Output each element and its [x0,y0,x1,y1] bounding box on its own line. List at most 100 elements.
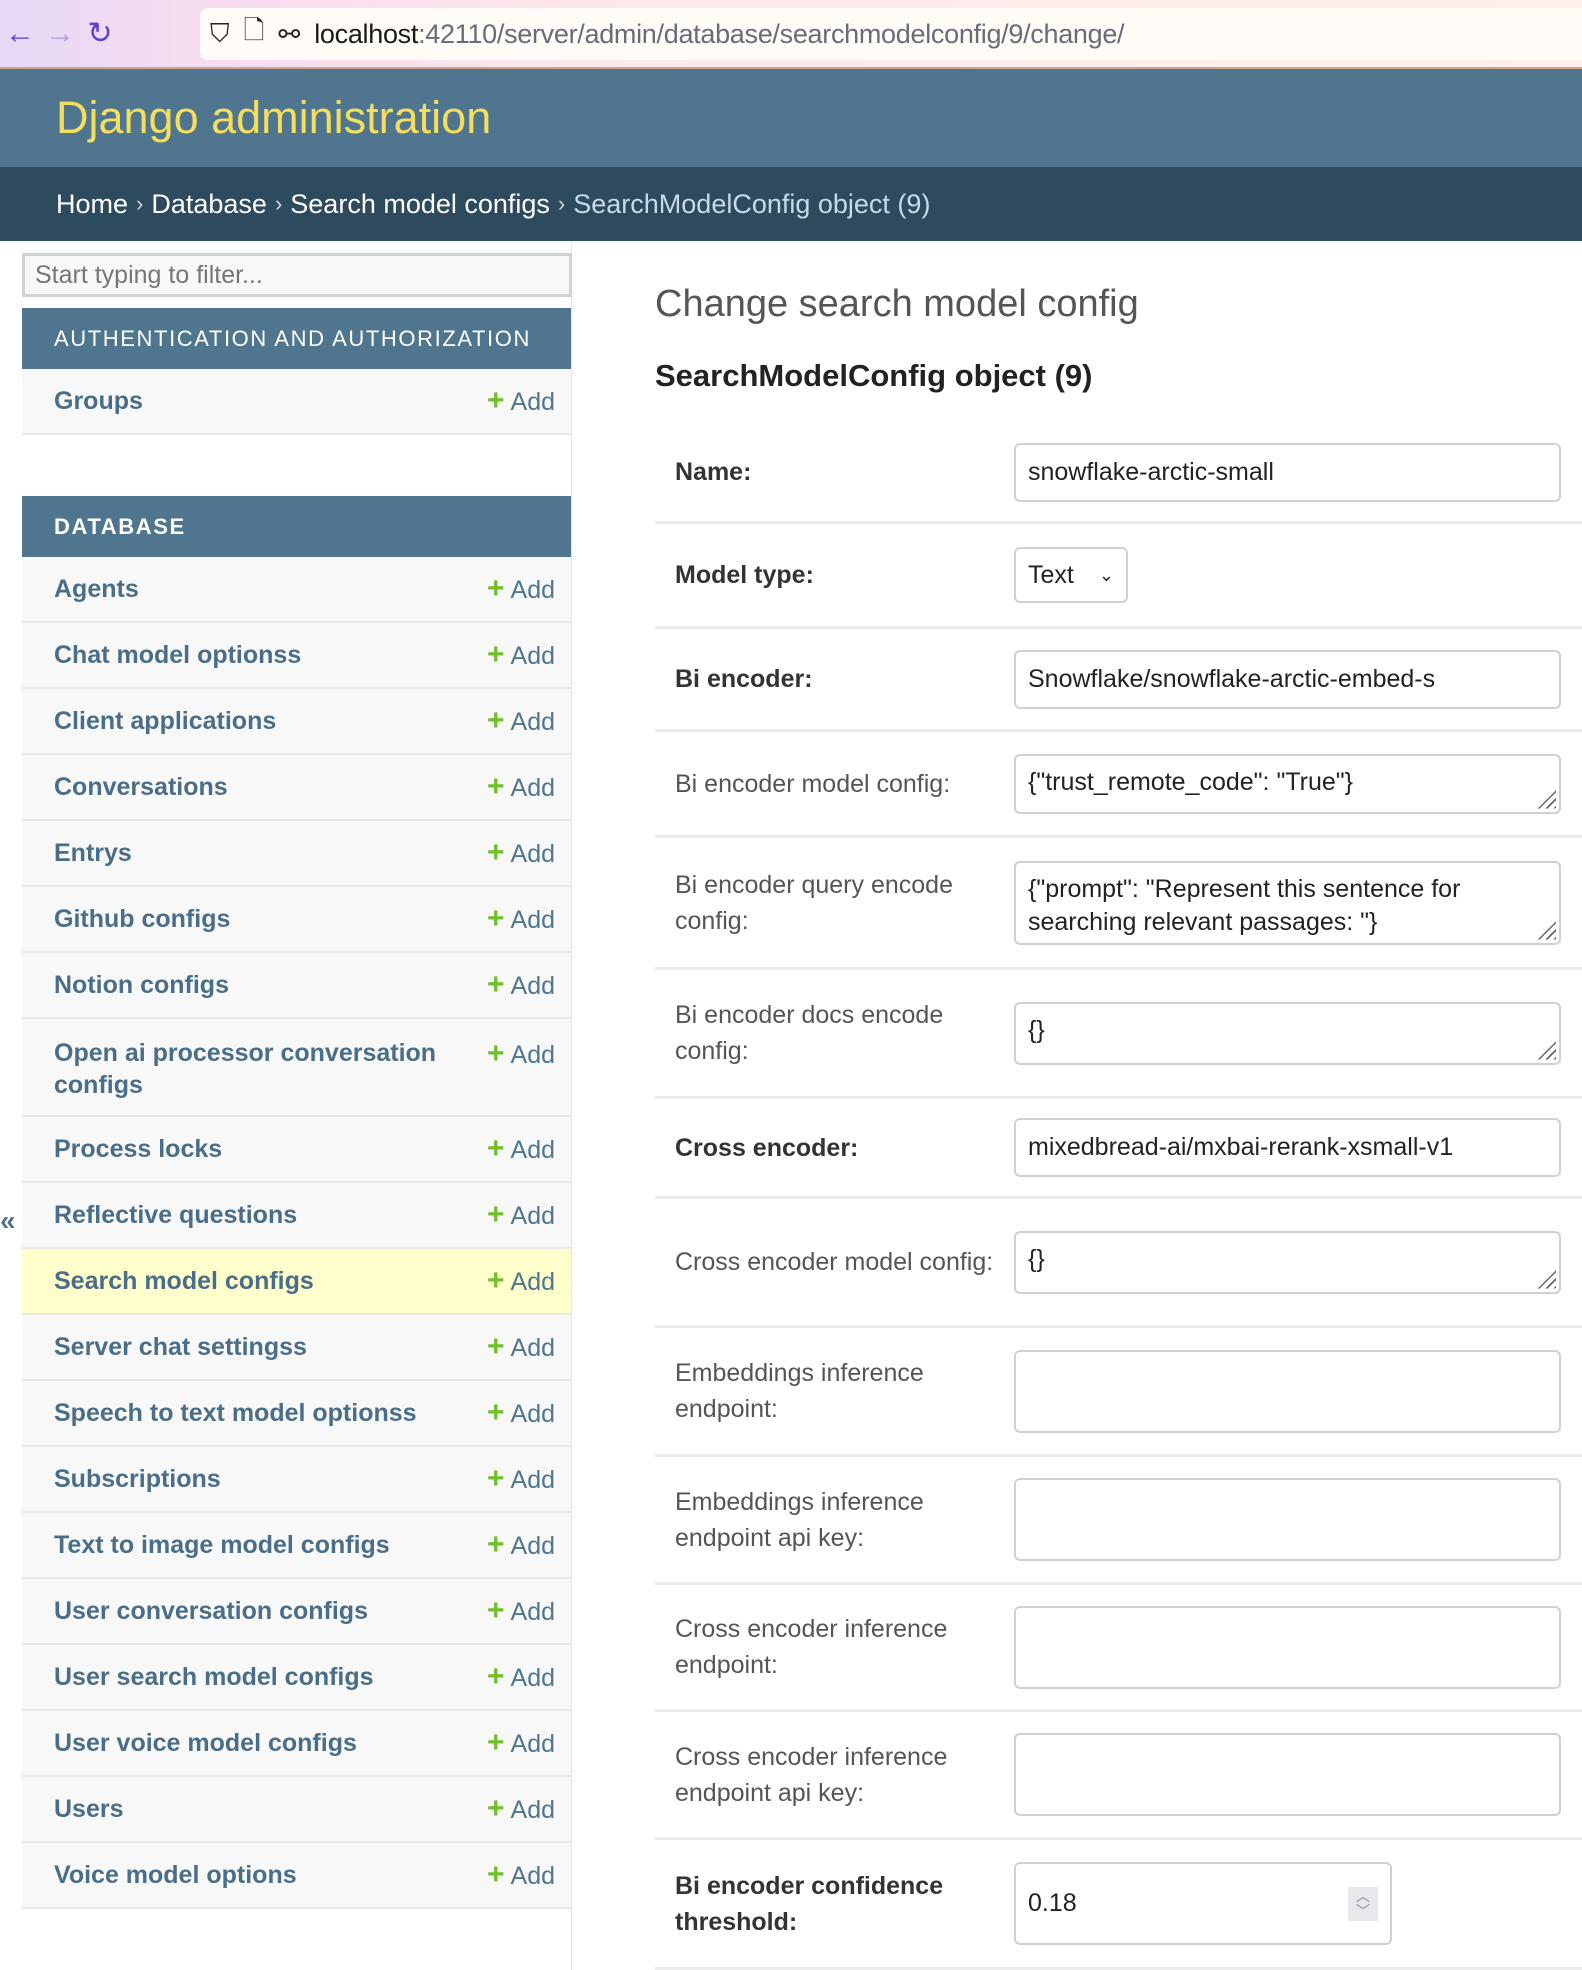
spinner-icon[interactable]: ︿ ﹀ [1348,1886,1378,1921]
model-link[interactable]: Conversations [54,773,228,801]
model-link[interactable]: Agents [54,575,139,603]
model-link[interactable]: Github configs [54,905,231,933]
sidebar-item-groups[interactable]: Groups + Add [22,369,571,435]
address-bar[interactable]: ⛉ 🗋 ⚯ localhost:42110/server/admin/datab… [200,8,1582,60]
add-link[interactable]: + Add [486,1396,555,1429]
sidebar-item-github-configs[interactable]: Github configs + Add [22,887,571,953]
reload-icon[interactable]: ↻ [87,17,113,50]
add-link[interactable]: + Add [486,1726,555,1759]
field-input[interactable]: {} [1014,1230,1561,1294]
field-input[interactable]: {} [1014,1001,1561,1065]
field-input[interactable]: {"prompt": "Represent this sentence for … [1014,860,1561,945]
add-link[interactable]: + Add [486,704,555,737]
add-link[interactable]: + Add [486,384,555,417]
sidebar-item-process-locks[interactable]: Process locks + Add [22,1117,571,1183]
field-input[interactable] [1014,1605,1561,1689]
model-link[interactable]: User voice model configs [54,1729,357,1757]
field-input[interactable]: snowflake-arctic-small [1014,442,1561,502]
field-input[interactable]: Text ⌄ [1014,547,1128,603]
add-link[interactable]: + Add [486,968,555,1001]
chevron-down-icon: ⌄ [1098,564,1114,585]
add-link[interactable]: + Add [486,1330,555,1363]
sidebar-filter-input[interactable] [22,253,572,297]
model-link[interactable]: Chat model optionss [54,641,302,669]
model-link[interactable]: Text to image model configs [54,1531,390,1559]
field-input[interactable] [1014,1349,1561,1433]
add-link[interactable]: + Add [486,1198,555,1231]
model-link[interactable]: Notion configs [54,971,229,999]
sidebar-item-conversations[interactable]: Conversations + Add [22,755,571,821]
sidebar-item-user-voice-model-configs[interactable]: User voice model configs + Add [22,1711,571,1777]
model-link[interactable]: User conversation configs [54,1597,368,1625]
add-link[interactable]: + Add [486,1264,555,1297]
field-input[interactable]: 0.18 ︿ ﹀ [1014,1862,1392,1945]
model-link[interactable]: Reflective questions [54,1201,298,1229]
add-link[interactable]: + Add [486,1594,555,1627]
sidebar-item-agents[interactable]: Agents + Add [22,557,571,623]
sidebar-item-text-to-image-model-configs[interactable]: Text to image model configs + Add [22,1513,571,1579]
sidebar-item-reflective-questions[interactable]: Reflective questions + Add [22,1183,571,1249]
sidebar-item-chat-model-optionss[interactable]: Chat model optionss + Add [22,623,571,689]
add-link[interactable]: + Add [486,1462,555,1495]
resize-handle[interactable] [1536,1268,1556,1289]
field-label: Embeddings inference endpoint api key: [675,1487,924,1552]
model-link[interactable]: Voice model options [54,1861,297,1889]
add-link[interactable]: + Add [486,638,555,671]
app-caption-database[interactable]: DATABASE [22,496,571,557]
field-input[interactable] [1014,1478,1561,1561]
sidebar-item-user-conversation-configs[interactable]: User conversation configs + Add [22,1579,571,1645]
breadcrumb-search-model-configs[interactable]: Search model configs [290,188,550,219]
field-input[interactable] [1014,1733,1561,1816]
url-text[interactable]: localhost:42110/server/admin/database/se… [314,18,1125,49]
model-link[interactable]: Open ai processor conversation configs [54,1039,437,1099]
model-link[interactable]: Speech to text model optionss [54,1399,417,1427]
add-link[interactable]: + Add [486,1132,555,1165]
plus-icon: + [486,384,505,417]
model-link[interactable]: Process locks [54,1135,223,1163]
model-link[interactable]: Users [54,1795,124,1823]
sidebar-item-voice-model-options[interactable]: Voice model options + Add [22,1843,571,1909]
add-link[interactable]: + Add [486,902,555,935]
model-link[interactable]: Entrys [54,839,132,867]
model-link[interactable]: Client applications [54,707,277,735]
model-link[interactable]: Groups [54,387,143,415]
sidebar-item-notion-configs[interactable]: Notion configs + Add [22,953,571,1019]
form-row: Cross encoder model config: {} [655,1199,1582,1328]
add-link[interactable]: + Add [486,1037,555,1070]
plus-icon: + [486,1264,505,1297]
model-link[interactable]: Server chat settingss [54,1333,307,1361]
resize-handle[interactable] [1536,1039,1556,1060]
model-link[interactable]: User search model configs [54,1663,374,1691]
sidebar-item-speech-to-text-model-optionss[interactable]: Speech to text model optionss + Add [22,1381,571,1447]
form-row: Bi encoder confidence threshold: 0.18 ︿ ﹀ [655,1840,1582,1970]
add-link[interactable]: + Add [486,836,555,869]
add-link[interactable]: + Add [486,572,555,605]
breadcrumb-home[interactable]: Home [56,188,129,219]
breadcrumb-database[interactable]: Database [151,188,267,219]
add-link[interactable]: + Add [486,1528,555,1561]
model-link[interactable]: Search model configs [54,1267,314,1295]
add-link[interactable]: + Add [486,1792,555,1825]
field-input[interactable]: Snowflake/snowflake-arctic-embed-s [1014,649,1561,709]
sidebar-item-open-ai-processor-conversation-configs[interactable]: Open ai processor conversation configs + A… [22,1019,571,1117]
sidebar-item-server-chat-settingss[interactable]: Server chat settingss + Add [22,1315,571,1381]
sidebar-item-client-applications[interactable]: Client applications + Add [22,689,571,755]
app-caption-auth[interactable]: AUTHENTICATION AND AUTHORIZATION [22,308,571,369]
sidebar-item-entrys[interactable]: Entrys + Add [22,821,571,887]
add-link[interactable]: + Add [486,770,555,803]
back-icon[interactable]: ← [5,16,35,50]
resize-handle[interactable] [1536,788,1556,809]
forward-icon[interactable]: → [45,16,75,50]
sidebar-toggle[interactable]: « [0,1205,16,1236]
field-input[interactable]: mixedbread-ai/mxbai-rerank-xsmall-v1 [1014,1118,1561,1177]
sidebar-item-users[interactable]: Users + Add [22,1777,571,1843]
model-link[interactable]: Subscriptions [54,1465,221,1493]
sidebar-item-subscriptions[interactable]: Subscriptions + Add [22,1447,571,1513]
add-link[interactable]: + Add [486,1660,555,1693]
add-link[interactable]: + Add [486,1858,555,1891]
site-title[interactable]: Django administration [56,92,492,143]
sidebar-item-user-search-model-configs[interactable]: User search model configs + Add [22,1645,571,1711]
permissions-icon[interactable]: ⚯ [278,18,301,49]
sidebar-item-search-model-configs[interactable]: Search model configs + Add [22,1249,571,1315]
field-input[interactable]: {"trust_remote_code": "True"} [1014,753,1561,814]
